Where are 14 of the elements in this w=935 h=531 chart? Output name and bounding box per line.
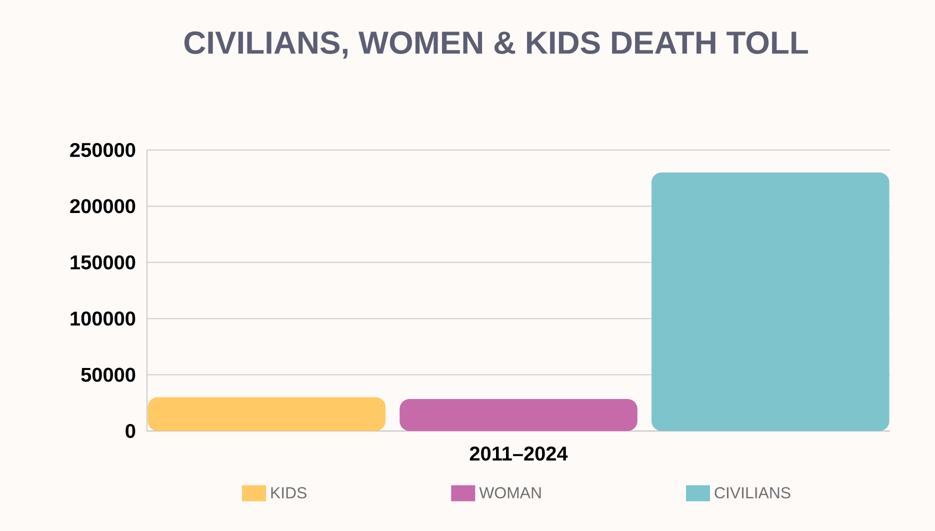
bar [652,172,890,431]
legend-label: KIDS [271,487,306,498]
bar [148,397,386,431]
y-tick-label: 150000 [70,255,136,270]
y-tick-label: 250000 [70,142,136,158]
legend-label: CIVILIANS [714,487,790,498]
y-tick-label: 50000 [81,368,136,382]
chart-title: CIVILIANS, WOMEN & KIDS DEATH TOLL [184,31,808,59]
y-tick-label: 0 [126,424,136,438]
bar [400,398,638,431]
legend-label: WOMAN [479,487,541,498]
x-tick-label: 2011–2024 [470,446,568,461]
y-tick-label: 100000 [70,312,136,326]
y-tick-label: 200000 [70,199,136,214]
